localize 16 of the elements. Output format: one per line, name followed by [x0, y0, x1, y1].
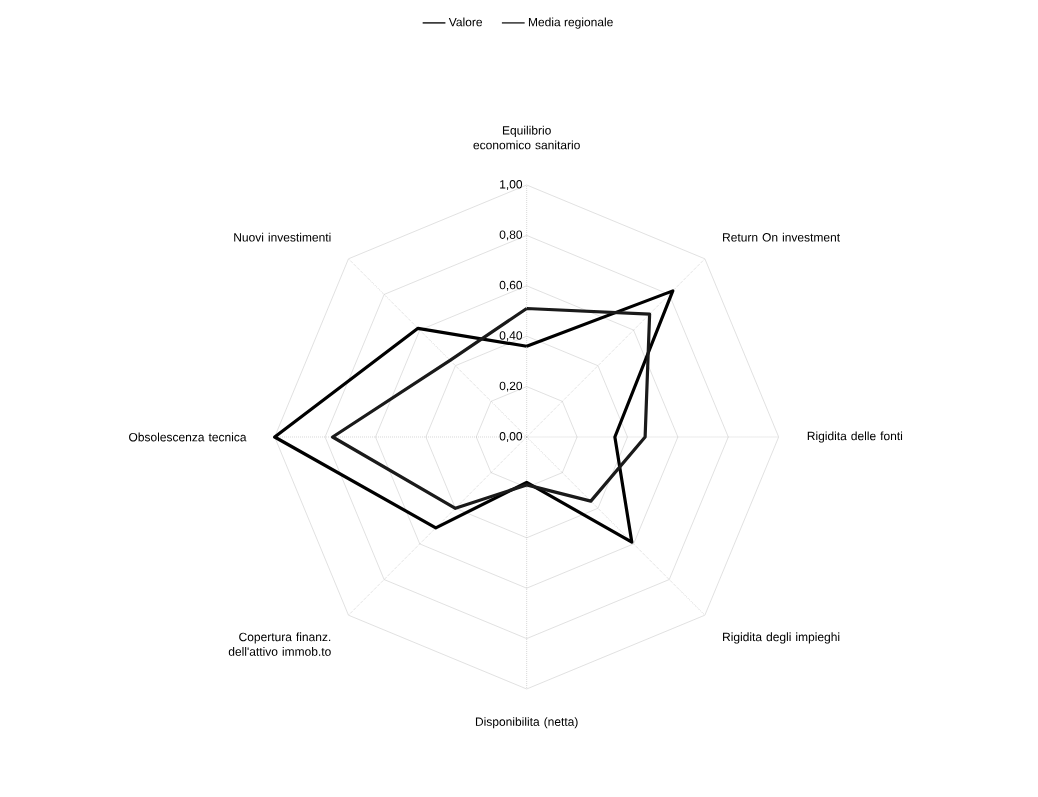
spoke-label: Rigidita degli impieghi	[723, 632, 840, 644]
spoke-label: Disponibilita (netta)	[475, 717, 578, 729]
spoke-label: Return On investment	[723, 232, 840, 242]
y-tick-label: 1,00	[500, 180, 523, 190]
spoke-label: Nuovi investimenti	[234, 232, 331, 242]
y-tick-label: 0,80	[499, 230, 523, 241]
spoke-label: Rigidita delle fonti	[807, 431, 903, 443]
y-tick-label: 0,40	[499, 331, 523, 342]
legend-label: Valore	[448, 17, 483, 27]
spoke-label: Obsolescenza tecnica	[129, 432, 247, 442]
spoke-label: Copertura finanz. dell'attivo immob.to	[228, 632, 331, 656]
y-tick-label: 0,20	[499, 381, 523, 392]
y-tick-label: 0,00	[499, 432, 523, 442]
y-tick-label: 0,60	[499, 280, 523, 291]
legend-label: Media regionale	[528, 17, 613, 29]
spoke-label: Equilibrio economico sanitario	[473, 125, 580, 150]
